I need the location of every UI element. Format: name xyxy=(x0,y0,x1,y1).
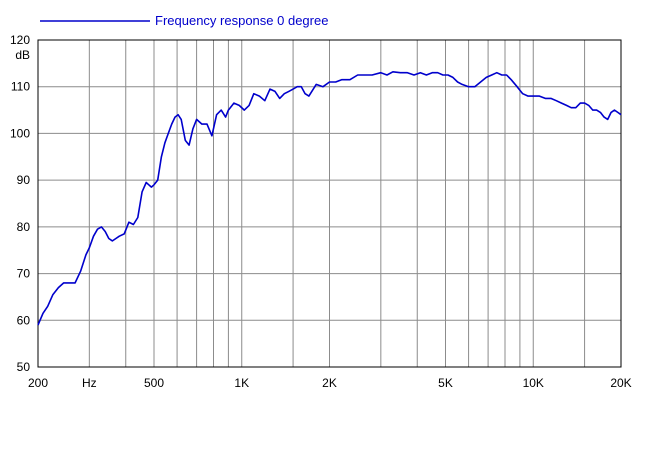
legend-label: Frequency response 0 degree xyxy=(155,13,328,28)
x-tick-label: Hz xyxy=(82,376,97,390)
y-tick-label: 70 xyxy=(17,267,31,281)
y-tick-label: 80 xyxy=(17,220,31,234)
plot-frame xyxy=(37,39,622,368)
y-tick-label: 120 xyxy=(10,33,30,47)
y-tick-label: 100 xyxy=(10,126,30,140)
x-tick-label: 2K xyxy=(322,376,337,390)
y-axis: 50 60 70 80 90 100 110 120 xyxy=(10,33,30,374)
x-tick-label: 5K xyxy=(438,376,453,390)
series-group xyxy=(37,71,622,326)
y-axis-label: dB xyxy=(15,48,30,62)
x-axis: 200 Hz 500 1K 2K 5K 10K 20K xyxy=(28,376,632,390)
series-line xyxy=(37,71,622,326)
legend: Frequency response 0 degree xyxy=(40,13,328,28)
y-tick-label: 50 xyxy=(17,360,31,374)
y-tick-label: 90 xyxy=(17,173,31,187)
y-tick-label: 110 xyxy=(11,80,30,94)
y-tick-label: 60 xyxy=(17,313,31,327)
x-tick-label: 10K xyxy=(523,376,544,390)
x-tick-label: 200 xyxy=(28,376,48,390)
x-tick-label: 20K xyxy=(610,376,631,390)
x-tick-label: 500 xyxy=(144,376,164,390)
grid xyxy=(38,39,622,368)
x-tick-label: 1K xyxy=(234,376,249,390)
